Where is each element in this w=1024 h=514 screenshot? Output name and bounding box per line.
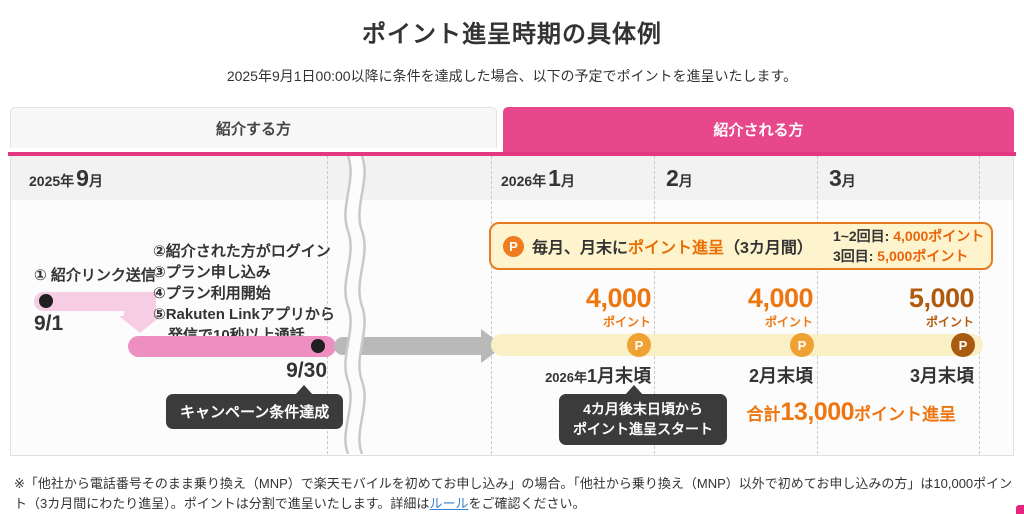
page-subtitle: 2025年9月1日00:00以降に条件を達成した場合、以下の予定でポイントを進呈… [226,68,798,84]
rules-link[interactable]: ルール [429,496,469,512]
amount-unit: ポイント [764,315,813,329]
step-item: ③プラン申し込み [153,264,271,281]
point-coin-mar: P [951,333,975,357]
tooltip-line: ポイント進呈スタート [573,420,713,437]
payout-date-label: 1月末頃 [586,366,651,386]
month-unit: 月 [560,173,575,189]
month-header-strip [11,156,1013,200]
start-dot [39,294,53,308]
amount-value: 5,000 [908,283,975,313]
banner-detail-line1: 1~2回目: 4,000ポイント [833,226,984,246]
payout-date-label: 3月末頃 [909,366,974,386]
detail-label: 1~2回目: [832,227,894,244]
banner-detail-line2: 3回目: 5,000ポイント [833,246,984,266]
point-icon: P [503,235,524,257]
payout-date-mar: 3月末頃 [910,362,974,388]
end-dot [311,339,325,353]
payout-start-tooltip: 4カ月後末日頃から ポイント進呈スタート [559,394,727,446]
step-item: ②紹介された方がログイン [153,243,331,260]
tab-referred-label: 紹介される方 [713,122,804,139]
amount-unit: ポイント [925,315,974,329]
step-item: ⑤Rakuten Linkアプリから [153,306,335,323]
step-item: ④プラン利用開始 [153,285,271,302]
banner-text-highlight: ポイント進呈 [628,240,725,257]
banner-main-text: 毎月、月末にポイント進呈（3カ月間） [532,234,813,258]
month-divider-line [491,156,492,454]
conditions-period-bar [128,336,336,357]
step1-label: ① 紹介リンク送信 [34,267,156,284]
month-number: 2 [666,165,679,191]
payout-amount-jan: 4,000 ポイント [585,283,652,330]
payout-date-jan: 2026年1月末頃 [545,362,651,388]
total-amount: 13,000 [780,398,855,426]
payout-banner: P 毎月、月末にポイント進呈（3カ月間） 1~2回目: 4,000ポイント 3回… [489,222,993,270]
banner-text-prefix: 毎月、月末に [532,240,629,257]
tooltip-pointer [625,385,643,395]
month-number: 9 [76,165,89,191]
total-prefix: 合計 [746,405,781,424]
referral-link-bar [34,292,146,311]
month-divider-line [817,156,818,454]
page-title: ポイント進呈時期の具体例 [362,21,662,48]
month-divider-line [979,156,980,454]
tooltip-pointer [295,385,313,395]
conditions-achieved-tooltip: キャンペーン条件達成 [166,394,344,429]
payout-amount-feb: 4,000 ポイント [747,283,814,330]
month-divider-line [654,156,655,454]
pink-down-arrow [119,316,161,333]
total-points: 合計13,000ポイント進呈 [711,398,956,427]
tab-referrer[interactable]: 紹介する方 [10,107,497,148]
banner-text-suffix: （3カ月間） [724,240,813,257]
timeline-panel: 2025年 9 月 2026年 1 月 2 月 3 月 ① 紹介リンク送信 9/… [10,156,1014,456]
amount-value: 4,000 [585,283,652,313]
month-unit: 月 [678,173,693,189]
month-year: 2025年 [29,173,75,189]
month-header-03: 3 月 [827,156,856,200]
tab-referrer-label: 紹介する方 [215,120,291,138]
payout-date-label: 2月末頃 [748,366,813,386]
detail-value: 4,000ポイント [893,227,985,244]
month-number: 1 [548,165,561,191]
month-header-2026-01: 2026年 1 月 [501,156,575,200]
month-year: 2026年 [501,173,547,189]
detail-label: 3回目: [832,248,878,264]
month-unit: 月 [88,173,103,189]
point-coin-feb: P [790,333,814,357]
month-number: 3 [829,165,842,191]
point-coin-jan: P [627,333,651,357]
payout-amount-mar: 5,000 ポイント [908,283,975,330]
payout-date-year: 2026年 [545,370,587,385]
footnote: ※「他社から電話番号そのまま乗り換え（MNP）で楽天モバイルを初めてお申し込み」… [14,474,1014,514]
total-suffix: ポイント進呈 [854,405,956,424]
payout-period-bar [491,334,983,356]
amount-unit: ポイント [602,315,651,329]
banner-detail: 1~2回目: 4,000ポイント 3回目: 5,000ポイント [833,226,984,267]
end-date: 9/30 [286,359,327,382]
steps-list: ②紹介された方がログイン ③プラン申し込み ④プラン利用開始 ⑤Rakuten … [153,241,335,346]
month-header-02: 2 月 [664,156,693,200]
start-date: 9/1 [34,312,64,335]
payout-date-feb: 2月末頃 [749,362,813,388]
month-unit: 月 [841,173,856,189]
corner-accent [1016,505,1024,514]
tab-referred[interactable]: 紹介される方 [503,107,1014,152]
time-skip-arrow-body [334,337,484,355]
month-header-2025-09: 2025年 9 月 [29,156,103,200]
detail-value: 5,000ポイント [877,248,969,264]
active-tab-underline [8,152,1016,156]
tooltip-line: 4カ月後末日頃から [583,401,703,417]
footnote-text: ※「他社から電話番号そのまま乗り換え（MNP）で楽天モバイルを初めてお申し込み」… [14,476,1013,512]
referral-link-bar-elbow [124,292,156,317]
amount-value: 4,000 [747,283,814,313]
month-divider-line [327,156,328,454]
footnote-text: をご確認ください。 [468,496,586,512]
timeline-break-squiggle [344,156,366,454]
